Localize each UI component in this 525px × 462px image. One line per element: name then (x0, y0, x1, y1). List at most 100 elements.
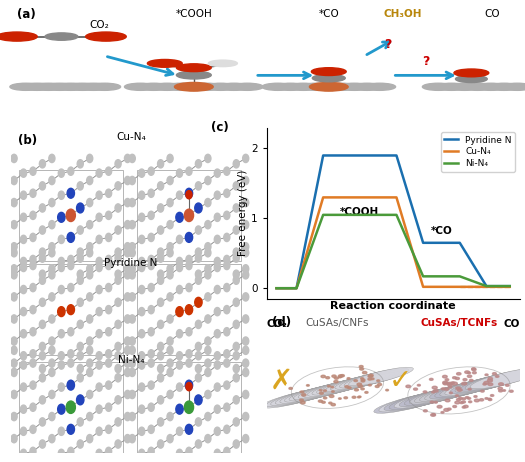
Circle shape (323, 397, 327, 399)
Circle shape (77, 365, 83, 373)
Circle shape (167, 390, 173, 399)
Circle shape (361, 380, 365, 382)
Text: CO₂: CO₂ (267, 319, 287, 329)
Circle shape (205, 293, 211, 301)
Circle shape (243, 154, 249, 163)
Circle shape (488, 383, 493, 386)
Circle shape (39, 365, 46, 373)
Circle shape (167, 199, 173, 207)
Circle shape (11, 220, 17, 229)
Circle shape (87, 456, 93, 462)
Circle shape (184, 209, 194, 221)
Circle shape (148, 189, 154, 197)
Circle shape (11, 368, 17, 377)
Circle shape (30, 167, 36, 175)
FancyBboxPatch shape (19, 170, 123, 261)
Circle shape (368, 378, 372, 380)
Circle shape (339, 377, 341, 378)
Circle shape (158, 270, 164, 278)
Circle shape (475, 399, 479, 402)
Circle shape (406, 385, 411, 388)
Circle shape (20, 383, 27, 391)
Circle shape (148, 60, 182, 67)
Circle shape (451, 382, 455, 384)
Circle shape (77, 226, 83, 234)
Text: *COOH: *COOH (340, 207, 380, 217)
Circle shape (124, 315, 131, 323)
Circle shape (176, 71, 211, 79)
Circle shape (167, 435, 173, 443)
Circle shape (87, 199, 93, 207)
Circle shape (243, 413, 249, 421)
Circle shape (11, 293, 17, 301)
Circle shape (139, 449, 145, 457)
Circle shape (167, 413, 173, 421)
Circle shape (369, 374, 373, 377)
Circle shape (139, 329, 145, 338)
Circle shape (67, 380, 75, 390)
Circle shape (66, 209, 76, 221)
Circle shape (205, 413, 211, 421)
Circle shape (430, 413, 436, 416)
FancyBboxPatch shape (137, 264, 241, 355)
Circle shape (148, 381, 154, 389)
Ellipse shape (330, 372, 395, 390)
Circle shape (33, 83, 64, 91)
Circle shape (39, 276, 46, 284)
Circle shape (167, 456, 173, 462)
Circle shape (115, 342, 121, 351)
Circle shape (49, 390, 55, 399)
Circle shape (124, 368, 131, 377)
Circle shape (345, 386, 349, 388)
Circle shape (96, 169, 102, 177)
Circle shape (224, 381, 230, 389)
Circle shape (499, 390, 502, 392)
Circle shape (466, 396, 469, 398)
Circle shape (434, 389, 438, 392)
Circle shape (352, 396, 356, 398)
Circle shape (430, 401, 434, 403)
Circle shape (129, 315, 135, 323)
Circle shape (87, 368, 93, 377)
Circle shape (115, 270, 121, 278)
Text: CO: CO (484, 9, 500, 19)
Circle shape (233, 204, 239, 212)
Circle shape (509, 390, 513, 392)
FancyBboxPatch shape (137, 362, 241, 453)
Circle shape (20, 329, 27, 338)
Circle shape (453, 377, 456, 379)
Ellipse shape (435, 377, 509, 398)
Circle shape (321, 375, 326, 377)
Text: Cu-N₄: Cu-N₄ (116, 133, 146, 142)
Circle shape (205, 220, 211, 229)
Circle shape (167, 346, 173, 354)
Circle shape (49, 220, 55, 229)
Circle shape (11, 176, 17, 185)
Circle shape (195, 270, 202, 278)
Circle shape (441, 412, 444, 413)
Legend: Pyridine N, Cu-N₄, Ni-N₄: Pyridine N, Cu-N₄, Ni-N₄ (441, 132, 515, 172)
Circle shape (20, 308, 27, 316)
Circle shape (461, 382, 467, 385)
Circle shape (139, 383, 145, 391)
Circle shape (139, 257, 145, 266)
Circle shape (151, 83, 183, 91)
Circle shape (11, 337, 17, 345)
Circle shape (87, 249, 93, 257)
Circle shape (176, 169, 183, 177)
Circle shape (39, 418, 46, 426)
Circle shape (205, 346, 211, 354)
Circle shape (96, 427, 102, 435)
Circle shape (139, 286, 145, 294)
Circle shape (443, 381, 448, 384)
Circle shape (288, 83, 319, 91)
Circle shape (96, 257, 102, 266)
Circle shape (106, 211, 112, 219)
Circle shape (106, 425, 112, 433)
Circle shape (195, 182, 202, 190)
Circle shape (11, 243, 17, 251)
Circle shape (58, 235, 65, 243)
Circle shape (58, 191, 65, 199)
Text: ✗: ✗ (270, 367, 293, 395)
Circle shape (139, 405, 145, 413)
